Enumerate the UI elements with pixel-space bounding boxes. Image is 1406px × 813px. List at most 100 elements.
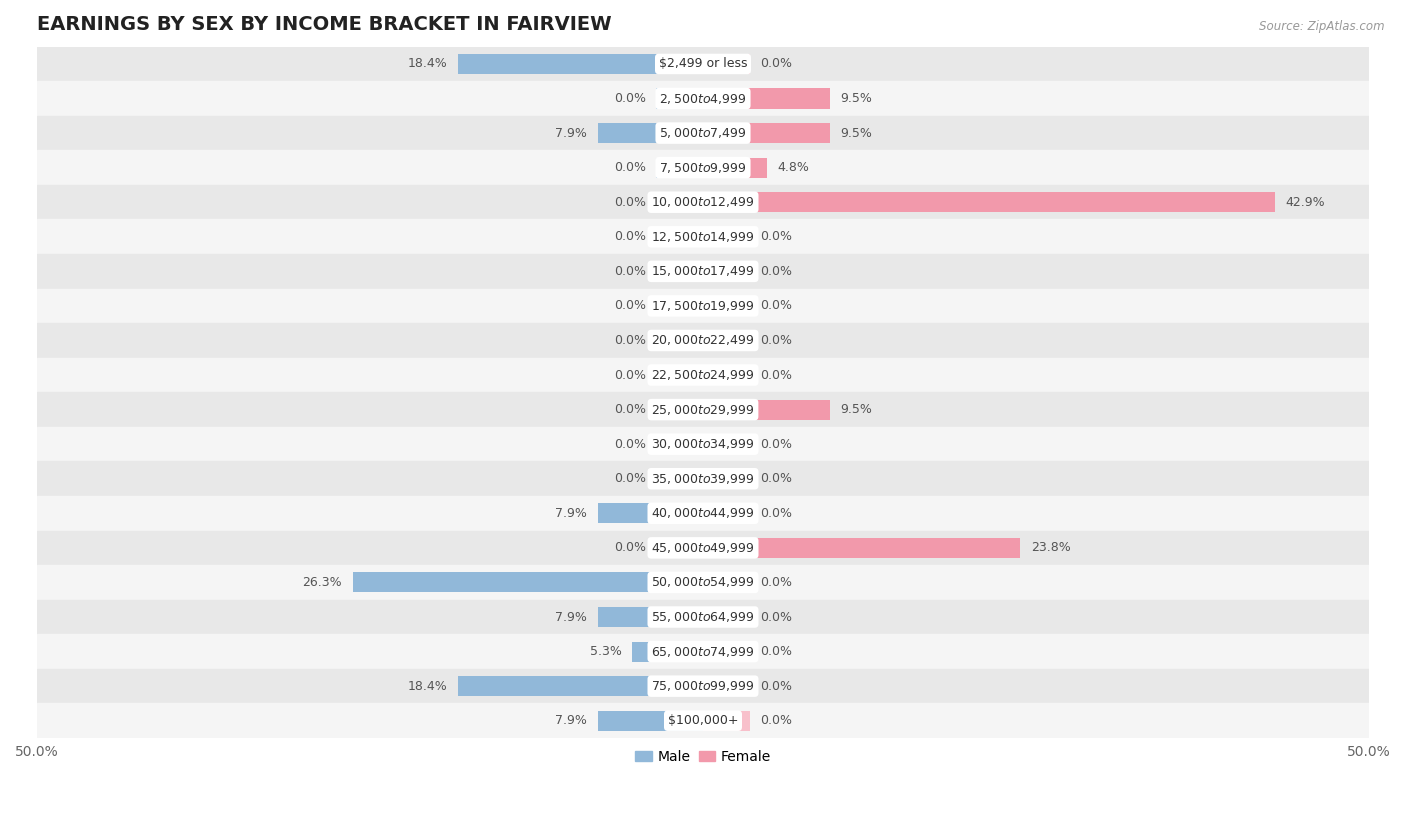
- Text: $25,000 to $29,999: $25,000 to $29,999: [651, 402, 755, 416]
- Bar: [703, 365, 749, 385]
- Bar: [703, 399, 830, 420]
- Bar: [37, 289, 1369, 324]
- Bar: [657, 469, 703, 489]
- Text: $35,000 to $39,999: $35,000 to $39,999: [651, 472, 755, 485]
- Bar: [703, 296, 749, 316]
- Bar: [598, 503, 703, 524]
- Bar: [37, 254, 1369, 289]
- Bar: [703, 434, 749, 454]
- Text: 0.0%: 0.0%: [761, 437, 793, 450]
- Text: $12,500 to $14,999: $12,500 to $14,999: [651, 230, 755, 244]
- Bar: [37, 600, 1369, 634]
- Bar: [37, 46, 1369, 81]
- Text: $10,000 to $12,499: $10,000 to $12,499: [651, 195, 755, 209]
- Text: $17,500 to $19,999: $17,500 to $19,999: [651, 299, 755, 313]
- Text: Source: ZipAtlas.com: Source: ZipAtlas.com: [1260, 20, 1385, 33]
- Text: 0.0%: 0.0%: [761, 265, 793, 278]
- Text: 0.0%: 0.0%: [761, 299, 793, 312]
- Text: 0.0%: 0.0%: [613, 541, 645, 554]
- Text: $50,000 to $54,999: $50,000 to $54,999: [651, 576, 755, 589]
- Text: 0.0%: 0.0%: [761, 58, 793, 71]
- Text: $20,000 to $22,499: $20,000 to $22,499: [651, 333, 755, 347]
- Bar: [37, 634, 1369, 669]
- Text: $7,500 to $9,999: $7,500 to $9,999: [659, 161, 747, 175]
- Bar: [657, 365, 703, 385]
- Bar: [37, 81, 1369, 115]
- Text: 0.0%: 0.0%: [613, 299, 645, 312]
- Bar: [703, 227, 749, 247]
- Text: 9.5%: 9.5%: [841, 127, 872, 140]
- Text: 0.0%: 0.0%: [761, 230, 793, 243]
- Bar: [37, 150, 1369, 185]
- Bar: [37, 531, 1369, 565]
- Bar: [37, 427, 1369, 462]
- Text: 0.0%: 0.0%: [613, 161, 645, 174]
- Bar: [37, 703, 1369, 738]
- Text: 23.8%: 23.8%: [1031, 541, 1070, 554]
- Text: 0.0%: 0.0%: [613, 265, 645, 278]
- Bar: [703, 607, 749, 627]
- Bar: [657, 227, 703, 247]
- Text: $5,000 to $7,499: $5,000 to $7,499: [659, 126, 747, 140]
- Bar: [657, 399, 703, 420]
- Bar: [657, 89, 703, 109]
- Bar: [657, 192, 703, 212]
- Bar: [37, 462, 1369, 496]
- Text: 0.0%: 0.0%: [613, 334, 645, 347]
- Text: $75,000 to $99,999: $75,000 to $99,999: [651, 679, 755, 693]
- Bar: [37, 220, 1369, 254]
- Text: $2,499 or less: $2,499 or less: [659, 58, 747, 71]
- Text: 0.0%: 0.0%: [761, 645, 793, 658]
- Text: $30,000 to $34,999: $30,000 to $34,999: [651, 437, 755, 451]
- Bar: [633, 641, 703, 662]
- Bar: [657, 158, 703, 178]
- Text: 7.9%: 7.9%: [555, 611, 588, 624]
- Bar: [703, 261, 749, 281]
- Text: 0.0%: 0.0%: [761, 576, 793, 589]
- Text: $15,000 to $17,499: $15,000 to $17,499: [651, 264, 755, 278]
- Bar: [657, 434, 703, 454]
- Bar: [703, 676, 749, 696]
- Bar: [703, 538, 1021, 558]
- Bar: [37, 185, 1369, 220]
- Text: 0.0%: 0.0%: [613, 92, 645, 105]
- Bar: [703, 469, 749, 489]
- Text: 0.0%: 0.0%: [761, 368, 793, 381]
- Text: 5.3%: 5.3%: [591, 645, 621, 658]
- Bar: [598, 123, 703, 143]
- Bar: [37, 669, 1369, 703]
- Bar: [37, 358, 1369, 393]
- Text: 42.9%: 42.9%: [1285, 196, 1324, 209]
- Text: 0.0%: 0.0%: [613, 472, 645, 485]
- Text: 0.0%: 0.0%: [761, 334, 793, 347]
- Bar: [458, 54, 703, 74]
- Text: 26.3%: 26.3%: [302, 576, 342, 589]
- Bar: [703, 572, 749, 593]
- Text: 0.0%: 0.0%: [761, 611, 793, 624]
- Text: 7.9%: 7.9%: [555, 127, 588, 140]
- Bar: [657, 261, 703, 281]
- Bar: [458, 676, 703, 696]
- Bar: [37, 324, 1369, 358]
- Bar: [598, 711, 703, 731]
- Text: $22,500 to $24,999: $22,500 to $24,999: [651, 368, 755, 382]
- Text: $45,000 to $49,999: $45,000 to $49,999: [651, 541, 755, 555]
- Text: 9.5%: 9.5%: [841, 92, 872, 105]
- Text: 0.0%: 0.0%: [761, 506, 793, 520]
- Bar: [703, 54, 749, 74]
- Text: 0.0%: 0.0%: [613, 368, 645, 381]
- Bar: [703, 192, 1274, 212]
- Bar: [37, 565, 1369, 600]
- Text: 0.0%: 0.0%: [761, 714, 793, 727]
- Bar: [657, 538, 703, 558]
- Text: 0.0%: 0.0%: [613, 230, 645, 243]
- Text: 7.9%: 7.9%: [555, 506, 588, 520]
- Text: 4.8%: 4.8%: [778, 161, 810, 174]
- Bar: [353, 572, 703, 593]
- Text: EARNINGS BY SEX BY INCOME BRACKET IN FAIRVIEW: EARNINGS BY SEX BY INCOME BRACKET IN FAI…: [37, 15, 612, 34]
- Bar: [703, 711, 749, 731]
- Text: $40,000 to $44,999: $40,000 to $44,999: [651, 506, 755, 520]
- Text: 18.4%: 18.4%: [408, 58, 447, 71]
- Text: $100,000+: $100,000+: [668, 714, 738, 727]
- Text: 0.0%: 0.0%: [761, 472, 793, 485]
